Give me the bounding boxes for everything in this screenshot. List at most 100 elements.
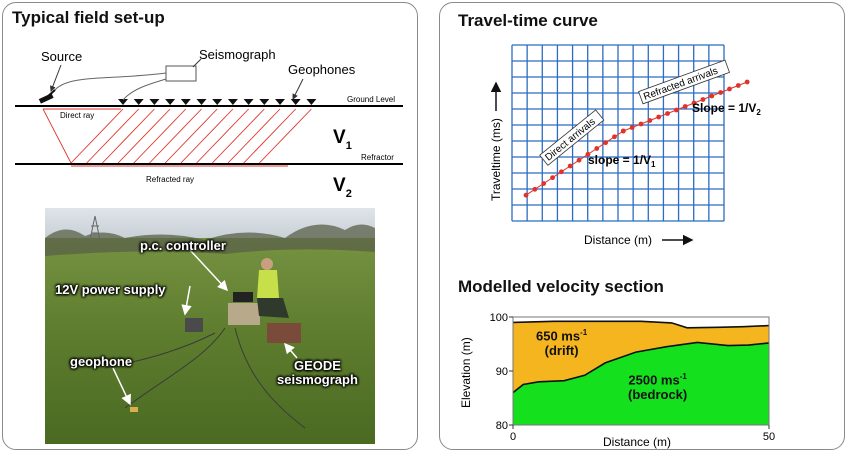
data-point [700,97,706,102]
bedrock-layer [513,342,769,425]
data-point [735,83,741,88]
travel-time-points [523,79,750,198]
seismograph-box [165,65,197,82]
geophones-label: Geophones [288,62,356,77]
geophone-icon [118,99,128,105]
upgoing-ray [196,108,249,164]
results-panel: Travel-time curve Traveltime (ms) Distan… [439,2,845,450]
geophone-icon [259,99,270,105]
data-point [656,114,662,120]
data-point [620,128,626,134]
data-point [612,134,617,140]
y-tick-label: 90 [496,366,508,378]
field-setup-title: Typical field set-up [12,8,165,27]
operator-figure [257,258,289,318]
upgoing-ray [211,108,265,164]
drift-annotation: 650 ms-1 (drift) [536,328,588,358]
data-point [603,140,609,146]
data-point [665,111,670,116]
geophone-icon [212,99,223,105]
power-supply-icon [185,318,203,332]
downgoing-ray [42,108,72,164]
travel-time-chart: Traveltime (ms) Distance (m) slope = 1/V… [489,44,761,247]
ground-level-label: Ground Level [347,95,395,104]
upgoing-ray [259,108,312,164]
travel-distance-axis-label: Distance (m) [584,233,652,247]
geophone-cable [122,78,167,101]
data-point [585,151,591,157]
upgoing-ray [227,108,281,164]
drift-layer [513,321,769,393]
upgoing-ray [164,108,218,164]
upgoing-ray [149,108,202,164]
travel-time-title: Travel-time curve [458,11,598,30]
data-point [709,93,715,99]
data-point [629,125,635,130]
geophone-icon [165,99,176,105]
geophone-icon [306,99,317,105]
data-point [523,192,529,198]
data-point [558,169,564,175]
geophone-icon [275,99,285,105]
ground-surface-line [512,320,770,329]
data-point [550,175,555,181]
source-hammer-icon [38,89,56,104]
traveltime-axis-label: Traveltime (ms) [489,118,503,201]
y-tick-label: 80 [496,420,508,432]
refracted-arrivals-tag: Refracted arrivals [638,59,730,105]
seismograph-leader [192,58,202,68]
v2-label: V2 [333,175,352,200]
source-cable [50,72,167,96]
data-point [647,118,653,123]
refractor-boundary-line [512,341,770,394]
geophone-icon [133,99,144,105]
data-point [594,146,600,151]
field-photo [45,208,375,444]
laptop-icon [233,292,253,302]
slope-refracted-label: Slope = 1/V2 [692,101,761,117]
ray-paths [42,108,312,167]
x-tick-label: 50 [763,431,775,443]
field-setup-diagram: Source Seismograph Geophones Ground Leve… [15,47,403,200]
data-point [691,100,697,106]
slope-direct-label: slope = 1/V1 [588,153,656,169]
geophone-icon [130,407,138,412]
data-point [638,121,644,127]
crate-icon [228,303,260,325]
upgoing-ray [180,108,234,164]
velocity-distance-axis-label: Distance (m) [603,435,671,449]
geophone-icon [243,99,254,105]
data-point [744,79,750,85]
upgoing-ray [102,108,155,164]
geode-seismograph-icon [267,323,301,343]
travel-time-grid [511,44,725,222]
v1-label: V1 [333,127,352,152]
source-leader [49,64,62,92]
series-refracted-arrivals [620,79,750,134]
upgoing-ray [243,108,297,164]
elevation-axis-label: Elevation (m) [459,337,473,408]
upgoing-ray [70,108,124,164]
velocity-layers [512,320,770,425]
data-point [727,86,732,92]
data-point [576,157,582,163]
data-point [532,186,538,192]
geophone-icon [227,99,238,105]
power-supply-label: 12V power supply [55,282,166,297]
geophone-array [118,99,317,105]
upgoing-ray [133,108,187,164]
refracted-ray-label: Refracted ray [146,175,194,184]
x-tick-label: 0 [510,431,516,443]
data-point [541,181,547,186]
geophone-icon [196,99,207,105]
data-point [673,107,679,113]
field-setup-panel: Typical field set-up Source Seismograph [2,2,418,450]
seismograph-label: Seismograph [199,47,276,62]
velocity-section-chart: 80 90 100 0 50 Elevation (m) Distance (m) [459,312,775,449]
refractor-label: Refractor [361,153,394,162]
data-point [567,163,573,169]
geophone-label: geophone [70,354,133,369]
velocity-section-title: Modelled velocity section [458,277,664,296]
upgoing-ray [117,108,171,164]
geophone-icon [149,99,160,105]
